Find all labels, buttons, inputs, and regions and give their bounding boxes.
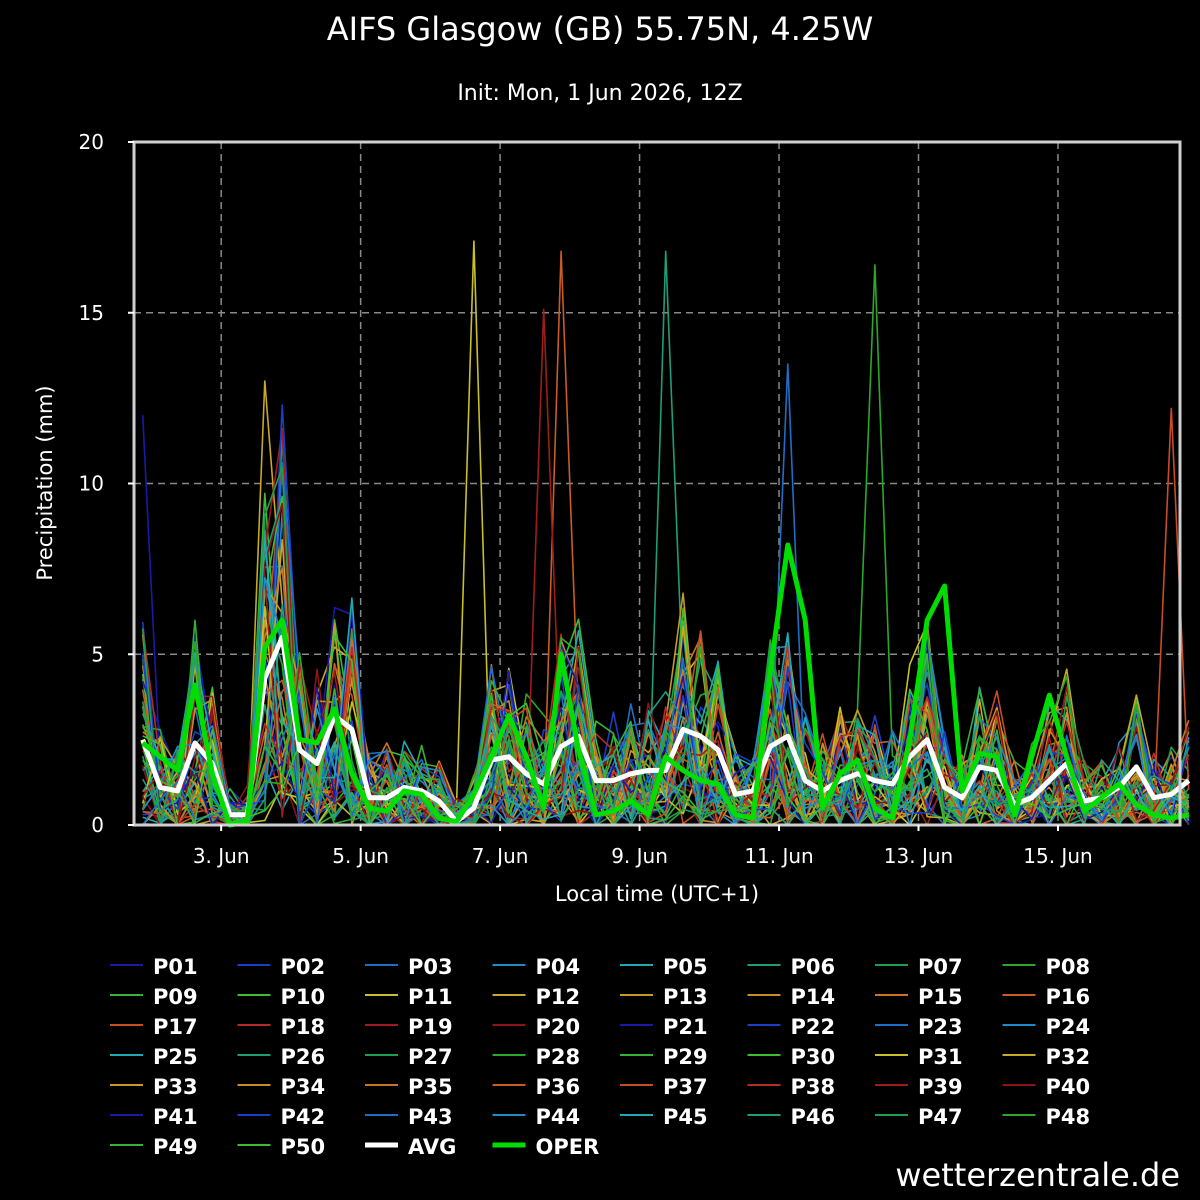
legend-label-p05: P05: [663, 955, 708, 979]
chart-title: AIFS Glasgow (GB) 55.75N, 4.25W: [327, 10, 874, 48]
legend-label-p11: P11: [408, 985, 453, 1009]
legend-label-p48: P48: [1046, 1105, 1091, 1129]
legend-label-p42: P42: [281, 1105, 326, 1129]
legend-label-p39: P39: [918, 1075, 963, 1099]
legend-label-p24: P24: [1046, 1015, 1091, 1039]
legend-label-p47: P47: [918, 1105, 963, 1129]
x-tick-label: 11. Jun: [744, 844, 813, 868]
legend-label-p36: P36: [536, 1075, 581, 1099]
legend-label-p50: P50: [281, 1135, 326, 1159]
x-axis-ticks: 3. Jun 5. Jun 7. Jun 9. Jun 11. Jun 13. Jun 15…: [193, 825, 1093, 868]
legend-label-p04: P04: [536, 955, 581, 979]
legend-label-p38: P38: [791, 1075, 836, 1099]
y-tick-label: 10: [79, 472, 104, 496]
legend-label-p33: P33: [153, 1075, 198, 1099]
legend-label-oper: OPER: [536, 1135, 600, 1159]
x-tick-label: 7. Jun: [472, 844, 529, 868]
legend-label-p40: P40: [1046, 1075, 1091, 1099]
avg-oper-lines: [140, 542, 1191, 828]
legend-label-p10: P10: [281, 985, 326, 1009]
legend-label-avg: AVG: [408, 1135, 456, 1159]
legend-label-p03: P03: [408, 955, 453, 979]
legend-label-p30: P30: [791, 1045, 836, 1069]
legend-label-p12: P12: [536, 985, 581, 1009]
legend-label-p29: P29: [663, 1045, 708, 1069]
legend-label-p07: P07: [918, 955, 963, 979]
x-tick-label: 5. Jun: [332, 844, 389, 868]
series-line-avg: [140, 634, 1191, 825]
legend-label-p20: P20: [536, 1015, 581, 1039]
y-tick-label: 5: [91, 642, 104, 666]
legend-label-p09: P09: [153, 985, 198, 1009]
legend-label-p08: P08: [1046, 955, 1091, 979]
y-tick-label: 0: [91, 813, 104, 837]
y-tick-label: 15: [79, 301, 104, 325]
y-axis-label: Precipitation (mm): [33, 385, 57, 580]
legend-label-p01: P01: [153, 955, 198, 979]
legend-label-p19: P19: [408, 1015, 453, 1039]
legend-label-p35: P35: [408, 1075, 453, 1099]
x-tick-label: 15. Jun: [1023, 844, 1092, 868]
x-tick-label: 13. Jun: [884, 844, 953, 868]
legend-label-p14: P14: [791, 985, 836, 1009]
x-axis-label: Local time (UTC+1): [555, 882, 759, 906]
legend-label-p43: P43: [408, 1105, 453, 1129]
legend-label-p37: P37: [663, 1075, 708, 1099]
legend-label-p13: P13: [663, 985, 708, 1009]
x-tick-label: 3. Jun: [193, 844, 250, 868]
legend-label-p17: P17: [153, 1015, 198, 1039]
legend-label-p32: P32: [1046, 1045, 1091, 1069]
legend-label-p06: P06: [791, 955, 836, 979]
legend-label-p49: P49: [153, 1135, 198, 1159]
series-line-p44: [142, 576, 1190, 826]
chart-subtitle: Init: Mon, 1 Jun 2026, 12Z: [457, 81, 742, 106]
legend-label-p18: P18: [281, 1015, 326, 1039]
legend-label-p15: P15: [918, 985, 963, 1009]
legend: P01 P02 P03 P04 P05 P06 P07 P08 P09 P10 P11 P12 P13 P…: [110, 955, 1090, 1159]
legend-label-p27: P27: [408, 1045, 453, 1069]
legend-label-p02: P02: [281, 955, 326, 979]
y-axis-ticks: 0 5 10 15 20: [79, 130, 134, 837]
series-line-p41: [141, 600, 1190, 826]
legend-label-p46: P46: [791, 1105, 836, 1129]
brand-watermark: wetterzentrale.de: [895, 1156, 1180, 1194]
legend-label-p28: P28: [536, 1045, 581, 1069]
legend-label-p34: P34: [281, 1075, 326, 1099]
x-tick-label: 9. Jun: [611, 844, 668, 868]
y-tick-label: 20: [79, 130, 104, 154]
grid-lines: [134, 142, 1180, 825]
legend-label-p41: P41: [153, 1105, 198, 1129]
legend-label-p25: P25: [153, 1045, 198, 1069]
legend-label-p44: P44: [536, 1105, 581, 1129]
legend-label-p26: P26: [281, 1045, 326, 1069]
legend-label-p45: P45: [663, 1105, 708, 1129]
series-line-p46: [142, 604, 1190, 826]
legend-label-p22: P22: [791, 1015, 836, 1039]
legend-label-p31: P31: [918, 1045, 963, 1069]
legend-label-p21: P21: [663, 1015, 708, 1039]
series-line-oper: [141, 542, 1190, 828]
legend-label-p16: P16: [1046, 985, 1091, 1009]
legend-label-p23: P23: [918, 1015, 963, 1039]
